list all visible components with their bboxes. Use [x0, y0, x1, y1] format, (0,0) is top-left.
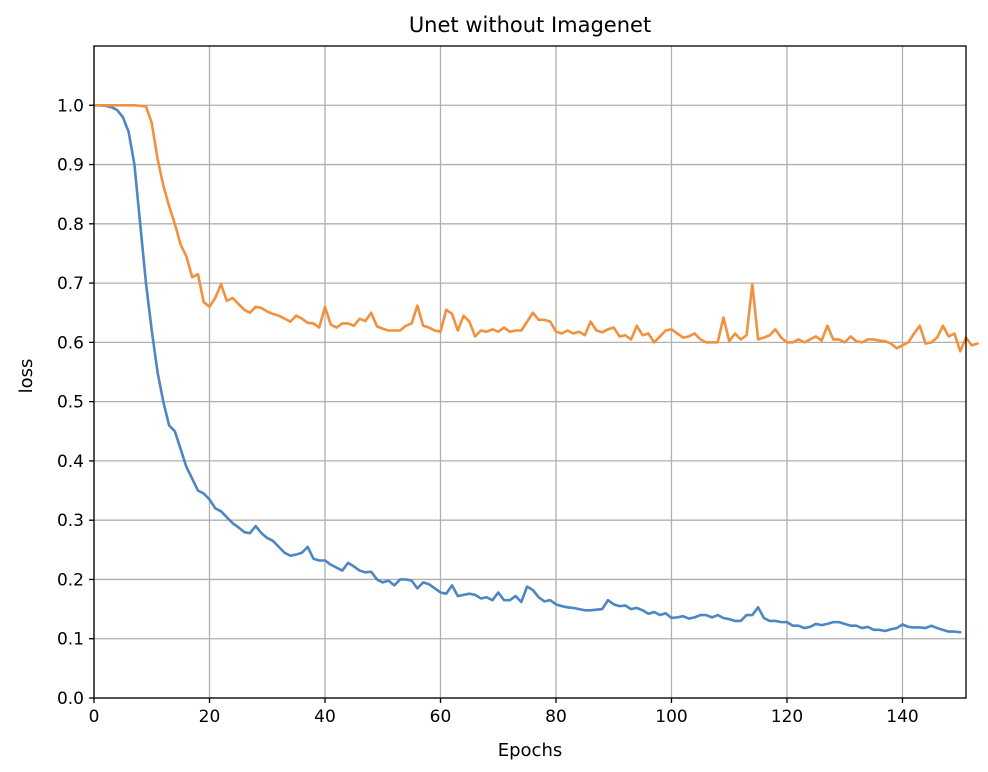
x-tick-label: 20	[199, 707, 221, 727]
series-2	[92, 103, 979, 353]
series-layer	[92, 103, 979, 634]
x-tick-label: 60	[430, 707, 452, 727]
y-tick-label: 0.1	[57, 630, 84, 650]
y-tick-label: 0.6	[57, 333, 84, 353]
y-tick-label: 0.3	[57, 511, 84, 531]
y-tick-label: 0.5	[57, 393, 84, 413]
series-1	[92, 103, 962, 634]
chart-title: Unet without Imagenet	[409, 13, 651, 37]
series-2-line	[92, 103, 979, 353]
y-axis-ticks: 0.0 0.1 0.2 0.3 0.4 0.5 0.6 0.7 0.8 0.9 1.0	[57, 96, 94, 709]
x-axis-label: Epochs	[498, 740, 563, 761]
x-tick-label: 140	[886, 707, 918, 727]
x-tick-label: 0	[89, 707, 100, 727]
y-tick-label: 0.4	[57, 452, 84, 472]
y-tick-label: 0.7	[57, 274, 84, 294]
y-tick-label: 1.0	[57, 96, 84, 116]
y-axis-label: loss	[16, 359, 37, 394]
x-tick-label: 40	[314, 707, 336, 727]
y-tick-label: 0.0	[57, 689, 84, 709]
x-tick-label: 100	[655, 707, 687, 727]
x-tick-label: 120	[771, 707, 803, 727]
x-tick-label: 80	[545, 707, 567, 727]
y-tick-label: 0.2	[57, 570, 84, 590]
axes-frame	[93, 45, 967, 699]
y-tick-label: 0.9	[57, 156, 84, 176]
y-tick-label: 0.8	[57, 215, 84, 235]
x-axis-ticks: 0 20 40 60 80 100 120 140	[89, 698, 919, 727]
series-1-line	[92, 103, 962, 634]
